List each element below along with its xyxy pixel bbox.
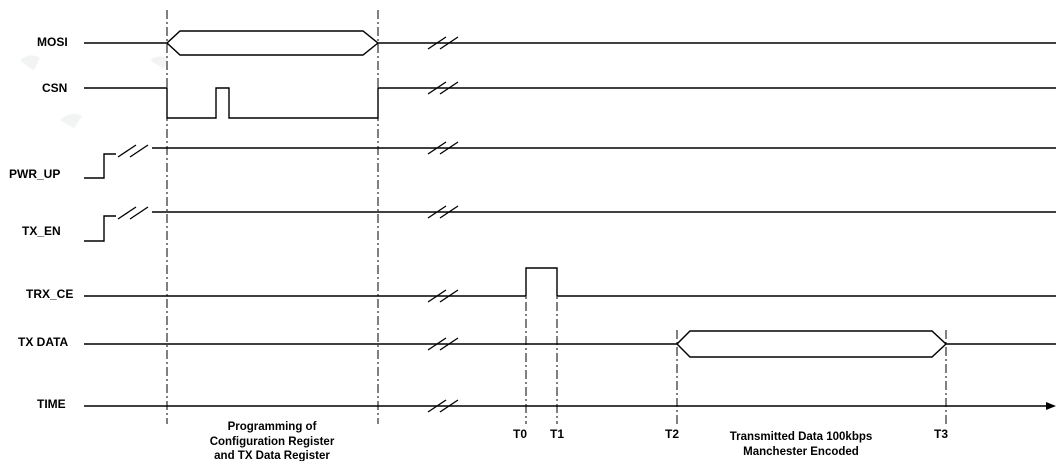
waveform-mosi xyxy=(84,30,1056,56)
signal-label-mosi: MOSI xyxy=(37,35,68,49)
break-mark-csn xyxy=(427,81,459,95)
marker-t2: T2 xyxy=(665,427,679,441)
waveform-tx-en xyxy=(84,211,1056,242)
note-programming: Programming of Configuration Register an… xyxy=(210,421,335,461)
watermark xyxy=(20,55,168,128)
marker-t1: T1 xyxy=(550,427,564,441)
marker-t3: T3 xyxy=(934,427,948,441)
svg-text:Manchester Encoded: Manchester Encoded xyxy=(743,446,859,458)
waveform-pwr-up xyxy=(84,147,1056,179)
break-mark-trx-ce xyxy=(427,289,459,303)
svg-text:Transmitted Data 100kbps: Transmitted Data 100kbps xyxy=(730,431,873,443)
svg-text:Configuration Register: Configuration Register xyxy=(210,436,335,448)
signal-label-csn: CSN xyxy=(42,81,67,95)
time-axis xyxy=(84,402,1056,410)
waveform-csn xyxy=(84,87,1056,119)
signal-label-time: TIME xyxy=(37,397,66,411)
signal-label-tx-en: TX_EN xyxy=(22,224,61,238)
waveform-trx-ce xyxy=(84,267,1056,297)
break-mark-tx-en-2 xyxy=(427,205,459,219)
marker-t0: T0 xyxy=(513,427,527,441)
break-mark-tx-en-1 xyxy=(117,206,149,220)
waveform-tx-data xyxy=(84,330,1056,358)
break-mark-tx-data xyxy=(427,337,459,351)
signal-label-tx-data: TX DATA xyxy=(18,335,69,349)
guide-lines xyxy=(166,10,947,424)
svg-text:Programming of: Programming of xyxy=(228,421,317,433)
break-mark-pwr-up-1 xyxy=(117,144,149,158)
svg-text:and TX Data Register: and TX Data Register xyxy=(214,450,330,461)
break-mark-mosi xyxy=(427,36,459,50)
arrow-right-icon xyxy=(1046,402,1056,410)
signal-label-pwr-up: PWR_UP xyxy=(9,167,60,181)
note-transmitted: Transmitted Data 100kbps Manchester Enco… xyxy=(730,431,873,458)
break-marks xyxy=(117,36,459,413)
break-mark-pwr-up-2 xyxy=(427,141,459,155)
signal-label-trx-ce: TRX_CE xyxy=(26,287,73,301)
break-mark-time xyxy=(427,399,459,413)
